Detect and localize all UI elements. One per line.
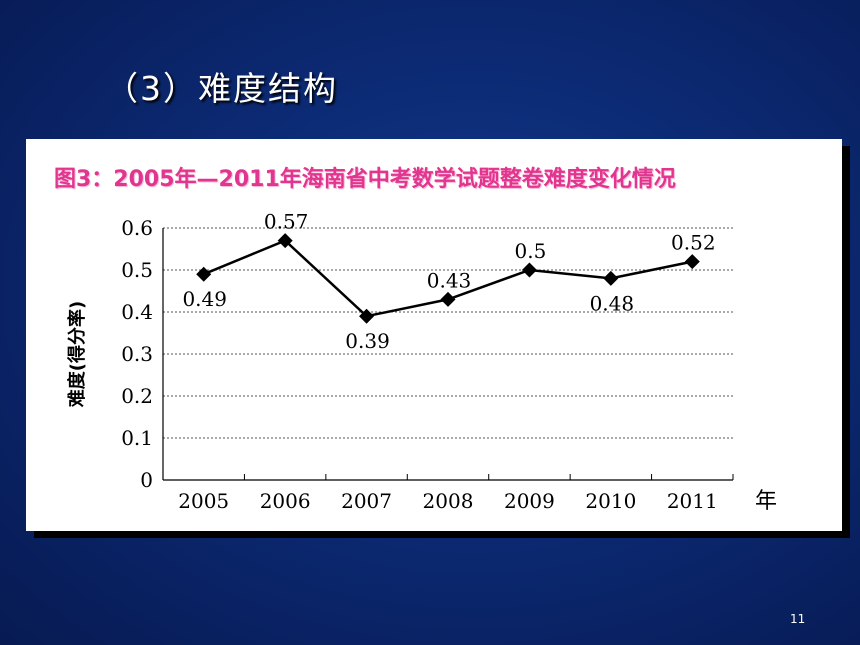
data-label: 0.52 <box>671 231 716 255</box>
y-tick-label: 0.5 <box>121 258 153 282</box>
y-tick-label: 0.6 <box>121 216 153 240</box>
y-tick-label: 0.2 <box>121 384 153 408</box>
x-axis-title: 年 <box>755 489 777 514</box>
data-label: 0.49 <box>182 287 227 311</box>
y-tick-label: 0.1 <box>121 426 153 450</box>
data-point-marker <box>603 270 619 286</box>
data-point-marker <box>521 262 537 278</box>
x-tick-label: 2011 <box>667 489 718 513</box>
data-label: 0.39 <box>345 329 390 353</box>
y-axis-title: 难度(得分率) <box>66 301 88 408</box>
data-label: 0.48 <box>590 291 635 315</box>
chart-panel: 图3：2005年—2011年海南省中考数学试题整卷难度变化情况 0 0.1 0.2 0… <box>26 139 842 531</box>
x-tick-label: 2006 <box>260 489 311 513</box>
data-label: 0.43 <box>427 268 472 292</box>
x-tick-label: 2005 <box>178 489 229 513</box>
y-tick-label: 0.3 <box>121 342 153 366</box>
x-tick-label: 2009 <box>504 489 555 513</box>
data-point-marker <box>277 233 293 249</box>
x-tick-label: 2008 <box>423 489 474 513</box>
data-label: 0.57 <box>264 210 309 234</box>
data-point-marker <box>359 308 375 324</box>
slide-number: 11 <box>790 612 806 626</box>
data-point-marker <box>440 291 456 307</box>
chart-title: 图3：2005年—2011年海南省中考数学试题整卷难度变化情况 <box>54 167 676 192</box>
data-point-marker <box>684 254 700 270</box>
data-point-marker <box>196 266 212 282</box>
x-tick-label: 2010 <box>585 489 636 513</box>
data-label: 0.5 <box>515 239 547 263</box>
slide-title: （3）难度结构 <box>105 69 338 108</box>
y-tick-label: 0 <box>140 468 153 492</box>
x-tick-label: 2007 <box>341 489 392 513</box>
line-chart: 0 0.1 0.2 0.3 0.4 0.5 0.6 2005 2006 2007 2008 2009 2… <box>66 210 777 514</box>
y-tick-label: 0.4 <box>121 300 153 324</box>
